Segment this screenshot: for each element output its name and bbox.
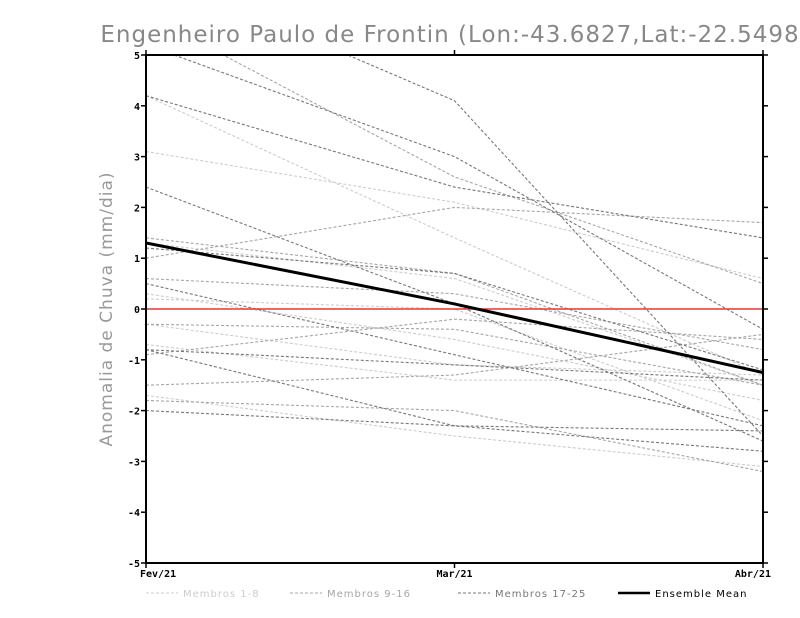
x-tick-label: Abr/21 xyxy=(735,569,771,580)
y-tick-label: -4 xyxy=(128,508,140,519)
y-axis-label: Anomalia de Chuva (mm/dia) xyxy=(97,171,117,446)
series-line-group2-1 xyxy=(221,55,763,285)
chart-title: Engenheiro Paulo de Frontin (Lon:-43.682… xyxy=(100,22,800,48)
y-tick-label: 0 xyxy=(134,305,140,316)
legend-label: Membros 17-25 xyxy=(495,589,586,600)
series-line-group3-7 xyxy=(146,349,763,452)
y-tick-label: 3 xyxy=(134,153,140,164)
y-tick-label: 5 xyxy=(134,51,140,62)
series-line-group3-1 xyxy=(346,55,763,437)
series-line-group2-4 xyxy=(146,323,763,386)
y-tick-label: -1 xyxy=(128,356,140,367)
y-tick-label: -2 xyxy=(128,407,140,418)
series-line-group2-6 xyxy=(146,277,763,351)
series-line-group1-8 xyxy=(146,298,763,422)
legend-label: Ensemble Mean xyxy=(655,589,747,600)
series-line-group2-2 xyxy=(146,206,763,259)
legend: Membros 1-8 Membros 9-16 Membros 17-25 Ense… xyxy=(146,589,747,600)
y-tick-label: -5 xyxy=(128,559,140,570)
legend-label: Membros 1-8 xyxy=(183,589,260,600)
series-layer xyxy=(146,55,763,473)
series-line-group2-8 xyxy=(146,237,763,386)
y-tick-label: 4 xyxy=(134,102,140,113)
y-tick-label: 2 xyxy=(134,203,140,214)
x-ticks: Fev/21 Mar/21 Abr/21 xyxy=(140,50,771,580)
series-line-group2-3 xyxy=(146,333,763,386)
series-line-group3-6 xyxy=(146,410,763,432)
series-line-group3-3 xyxy=(146,95,763,239)
y-tick-label: -3 xyxy=(128,457,140,468)
x-tick-label: Fev/21 xyxy=(140,569,176,580)
x-tick-label: Mar/21 xyxy=(436,569,472,580)
series-line-group1-3 xyxy=(146,242,763,386)
series-line-group2-7 xyxy=(146,318,763,356)
series-line-group3-5 xyxy=(146,349,763,381)
ensemble-mean-layer xyxy=(146,241,763,374)
ensemble-mean-line xyxy=(146,241,763,374)
legend-label: Membros 9-16 xyxy=(327,589,411,600)
y-tick-label: 1 xyxy=(134,254,140,265)
series-line-group3-8 xyxy=(146,283,763,427)
series-line-group1-5 xyxy=(146,344,763,381)
series-line-group1-2 xyxy=(146,150,763,280)
series-line-group3-9 xyxy=(146,247,763,371)
series-line-group1-7 xyxy=(146,323,763,376)
y-ticks: 5 4 3 2 1 0 -1 -2 -3 -4 -5 xyxy=(128,51,768,570)
series-line-group1-6 xyxy=(146,394,763,468)
series-line-group2-5 xyxy=(146,399,763,473)
